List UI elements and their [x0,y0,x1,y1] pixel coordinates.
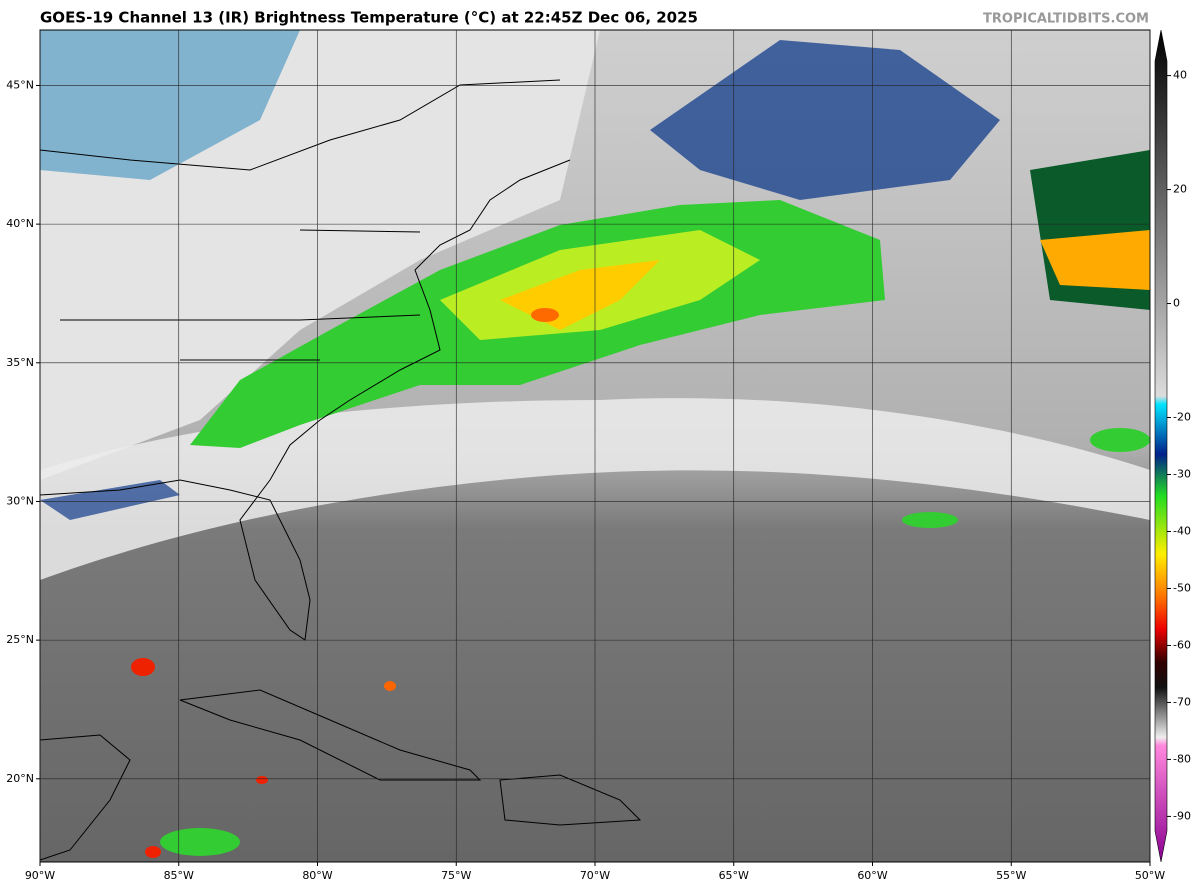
colorbar-tick-label: -50 [1173,581,1191,594]
colorbar-tick-label: 0 [1173,297,1180,310]
colorbar [1154,29,1168,863]
x-tick-label: 60°W [857,869,887,882]
title: GOES-19 Channel 13 (IR) Brightness Tempe… [40,9,698,27]
x-tick-label: 50°W [1135,869,1165,882]
colorbar-tick-label: -70 [1173,695,1191,708]
colorbar-tick-label: 20 [1173,183,1187,196]
colorbar-tick-label: -60 [1173,638,1191,651]
x-tick-label: 65°W [719,869,749,882]
y-tick-label: 25°N [6,633,34,646]
colorbar-tick-label: 40 [1173,69,1187,82]
colorbar-tick-label: -20 [1173,411,1191,424]
y-tick-label: 20°N [6,772,34,785]
colorbar-tick-label: -40 [1173,524,1191,537]
colorbar-tick-label: -30 [1173,467,1191,480]
y-tick-label: 30°N [6,494,34,507]
x-tick-label: 55°W [996,869,1026,882]
x-tick-label: 70°W [580,869,610,882]
colorbar-tick-label: -90 [1173,809,1191,822]
y-tick-label: 35°N [6,356,34,369]
y-tick-label: 45°N [6,78,34,91]
colorbar-tick-label: -80 [1173,752,1191,765]
x-tick-label: 85°W [164,869,194,882]
credit: TROPICALTIDBITS.COM [983,12,1149,27]
x-tick-label: 75°W [441,869,471,882]
x-tick-label: 80°W [302,869,332,882]
x-tick-label: 90°W [25,869,55,882]
y-tick-label: 40°N [6,217,34,230]
